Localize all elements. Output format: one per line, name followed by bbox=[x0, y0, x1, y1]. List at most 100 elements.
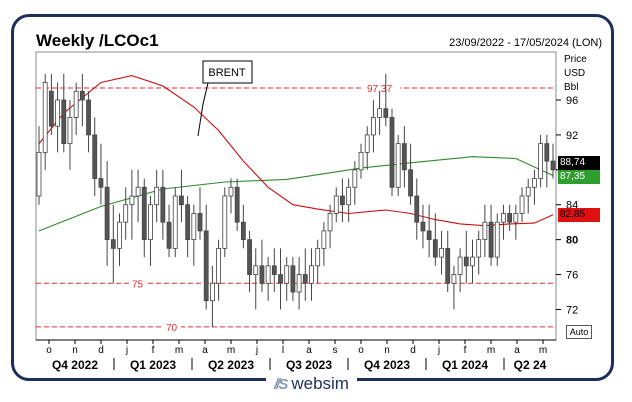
candle bbox=[309, 265, 314, 284]
candle bbox=[86, 99, 91, 136]
unit-currency: USD bbox=[564, 68, 586, 79]
candle bbox=[432, 239, 438, 258]
candle bbox=[79, 90, 85, 101]
candle bbox=[98, 178, 104, 188]
candle bbox=[271, 265, 277, 275]
candle bbox=[358, 151, 364, 171]
candle bbox=[278, 274, 283, 284]
long-ma-tag: 82,85 bbox=[558, 207, 600, 222]
candle bbox=[501, 213, 506, 223]
candle bbox=[519, 195, 525, 214]
x-month-label: o bbox=[358, 345, 364, 356]
candle bbox=[445, 247, 451, 284]
candle bbox=[240, 221, 246, 241]
candle bbox=[377, 108, 383, 118]
candle bbox=[532, 178, 537, 188]
candle bbox=[525, 186, 531, 197]
candle bbox=[36, 151, 42, 197]
candle bbox=[234, 186, 240, 223]
candle bbox=[544, 143, 550, 162]
date-range: 23/09/2022 - 17/05/2024 (LON) bbox=[449, 37, 602, 49]
candle bbox=[203, 230, 209, 302]
candle bbox=[482, 221, 488, 241]
x-month-label: f bbox=[152, 345, 155, 356]
candle bbox=[364, 134, 370, 153]
ref-label-bg bbox=[163, 320, 181, 333]
auto-scale-button[interactable]: Auto bbox=[566, 325, 592, 339]
candle bbox=[61, 99, 67, 145]
candle bbox=[315, 247, 321, 267]
x-month-label: m bbox=[175, 345, 183, 356]
candle bbox=[160, 186, 166, 223]
ref-line-label: 75 bbox=[132, 279, 144, 290]
candle bbox=[48, 90, 54, 127]
candle bbox=[389, 117, 395, 188]
candle bbox=[302, 274, 308, 284]
candle bbox=[185, 204, 191, 241]
candle bbox=[129, 195, 135, 206]
long-ma-line bbox=[38, 75, 554, 227]
x-month-label: j bbox=[437, 345, 440, 356]
candle bbox=[383, 108, 389, 118]
logo-text: websim bbox=[291, 374, 349, 393]
x-month-label: s bbox=[333, 345, 338, 356]
annotation-pointer bbox=[197, 82, 209, 137]
annotation-label: BRENT bbox=[208, 67, 246, 79]
x-month-label: m bbox=[487, 345, 495, 356]
candle bbox=[55, 99, 60, 127]
candle bbox=[340, 195, 345, 206]
annotation-box bbox=[202, 60, 253, 84]
candle bbox=[296, 274, 302, 293]
x-quarter-label: Q4 2022 bbox=[52, 358, 98, 372]
unit-price: Price bbox=[564, 54, 587, 65]
chart-title: Weekly /LCOc1 bbox=[36, 31, 159, 50]
x-month-label: d bbox=[410, 345, 416, 356]
ref-label-bg bbox=[129, 277, 147, 290]
candle bbox=[42, 82, 48, 153]
candle bbox=[135, 186, 141, 197]
candle bbox=[333, 195, 339, 214]
candle bbox=[222, 195, 228, 249]
candle bbox=[513, 213, 519, 223]
candle bbox=[247, 239, 252, 275]
candle bbox=[141, 186, 147, 241]
x-month-label: m bbox=[227, 345, 235, 356]
short-ma-line bbox=[38, 156, 554, 232]
last-price-tag: 88,74 bbox=[558, 156, 600, 171]
candle bbox=[148, 204, 153, 241]
candle bbox=[470, 256, 475, 267]
candle bbox=[290, 265, 296, 293]
x-month-label: n bbox=[384, 345, 390, 356]
x-month-label: a bbox=[306, 345, 312, 356]
candle bbox=[92, 134, 98, 179]
candle bbox=[420, 221, 426, 232]
plot-area bbox=[35, 51, 557, 341]
candle bbox=[154, 186, 160, 206]
candle bbox=[457, 256, 463, 275]
x-quarter-label: Q4 2023 bbox=[364, 358, 410, 372]
candle bbox=[494, 221, 500, 258]
candle bbox=[172, 195, 178, 249]
candle bbox=[408, 169, 413, 197]
candle bbox=[321, 230, 327, 249]
candle bbox=[439, 247, 444, 258]
candle bbox=[191, 213, 197, 241]
x-month-label: f bbox=[464, 345, 467, 356]
candle bbox=[507, 213, 513, 223]
websim-logo: //S websim bbox=[266, 372, 357, 396]
candle bbox=[463, 256, 469, 267]
short-ma-tag: 87,35 bbox=[558, 170, 600, 185]
candle bbox=[110, 239, 116, 249]
y-tick-label: 72 bbox=[566, 304, 578, 316]
x-month-label: j bbox=[125, 345, 128, 356]
candle bbox=[371, 117, 376, 136]
y-tick-label: 80 bbox=[566, 235, 578, 247]
candle bbox=[253, 265, 259, 275]
candle bbox=[352, 169, 358, 188]
candle bbox=[67, 117, 73, 145]
x-quarter-label: Q1 2023 bbox=[130, 358, 176, 372]
y-tick-label: 92 bbox=[566, 130, 578, 142]
x-month-label: j bbox=[255, 345, 258, 356]
candle bbox=[209, 282, 215, 302]
